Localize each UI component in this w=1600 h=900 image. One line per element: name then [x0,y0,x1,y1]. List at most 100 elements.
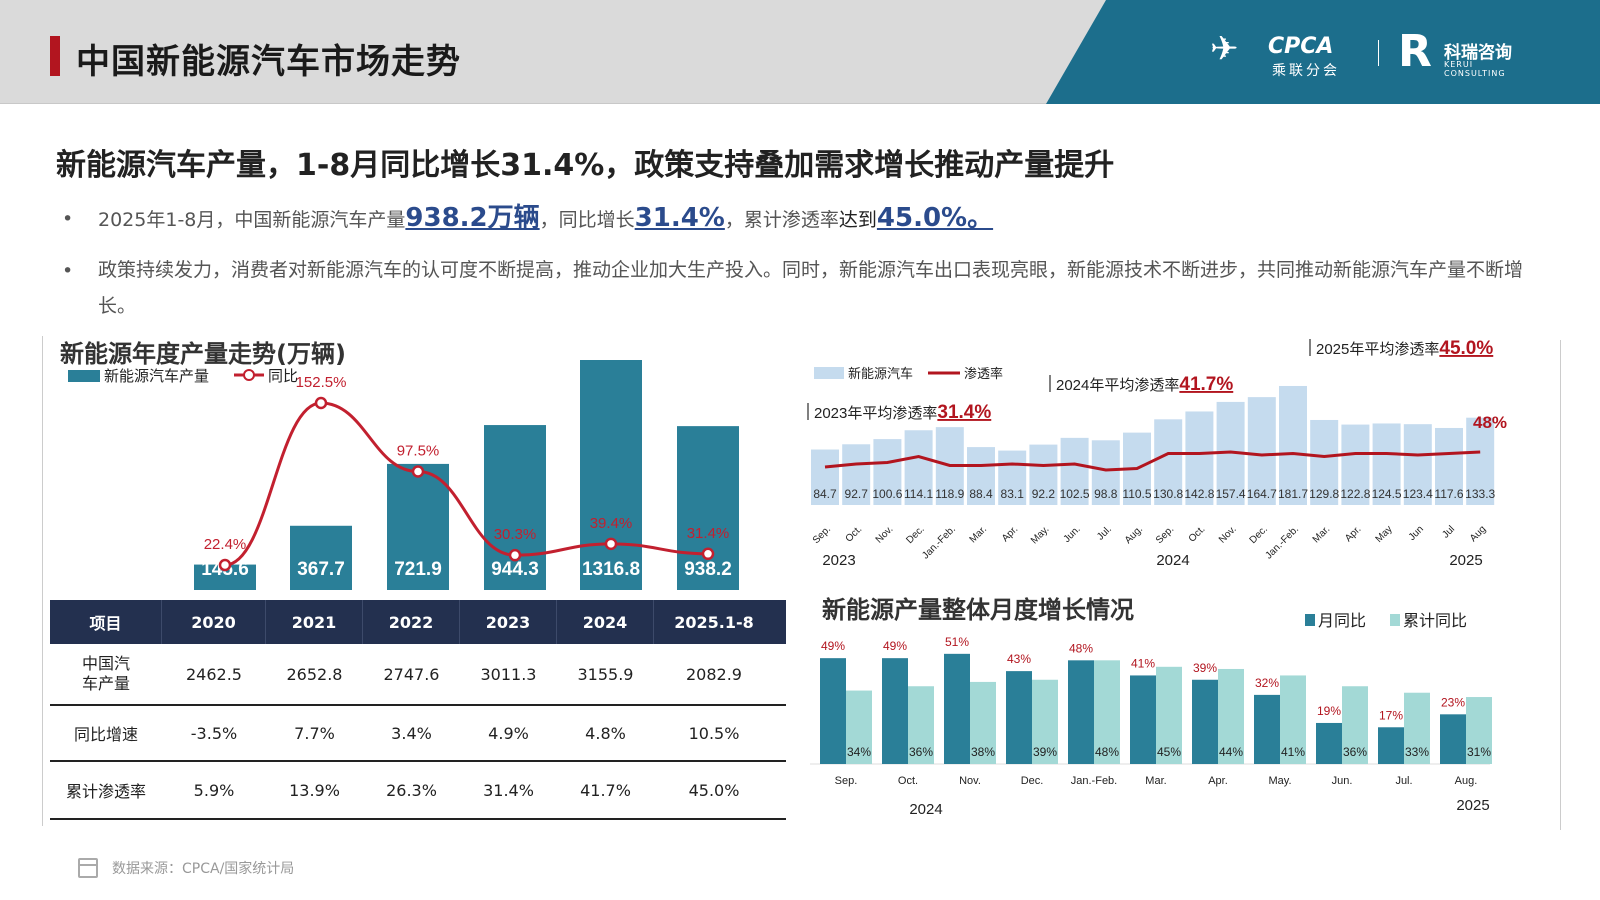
monthly-bar [1341,424,1370,505]
cum-label: 41% [1281,745,1305,759]
growth-month-tick: Jun. [1332,775,1353,787]
table-cell: 4.9% [488,723,529,743]
monthly-bar-label: 157.4 [1216,487,1246,501]
month-tick: Mar. [968,524,990,546]
mom-bar [1316,722,1342,764]
mom-bar [820,658,846,764]
monthly-bar-label: 110.5 [1122,487,1151,501]
monthly-bar [811,449,839,505]
monthly-bar [998,450,1027,505]
monthly-bar [1091,440,1120,505]
table-header-cell: 项目 [50,600,162,644]
month-tick: Apr. [1343,524,1363,544]
monthly-bar-label: 118.9 [935,487,964,501]
mom-label: 19% [1317,704,1341,718]
year-label: 2024 [1156,552,1189,569]
mom-bar [1006,671,1032,764]
mom-label: 49% [883,639,907,653]
cum-label: 39% [1033,745,1057,759]
data-source: 数据来源：CPCA/国家统计局 [112,861,295,877]
annual-bar-label: 721.9 [394,559,442,580]
cum-label: 31% [1467,745,1491,759]
month-tick: Dec. [1248,524,1270,546]
monthly-bar [1029,444,1058,505]
kerui-logo: R 科瑞咨询 KERUI CONSULTING [1398,26,1512,78]
yoy-point [508,548,522,562]
cum-bar [1466,697,1492,764]
cum-label: 45% [1157,745,1181,759]
month-tick: Jun. [1062,524,1083,545]
yoy-point [314,396,328,410]
monthly-bar [1435,427,1463,505]
cum-bar [846,690,872,764]
table-header-cell: 2023 [460,600,557,644]
legend-cum-swatch [1390,614,1400,626]
annual-production-chart: 新能源汽车产量同比145.6367.7721.9944.31316.8938.2… [68,360,739,590]
table-header-cell: 2020 [162,600,266,644]
legend-bar-label: 新能源汽车产量 [104,368,209,385]
month-tick: Jan.-Feb. [920,524,958,562]
monthly-bar-label: 114.1 [904,487,933,501]
annual-bar [387,463,449,590]
growth-month-tick: Jul. [1395,775,1412,787]
right-panel-border [1560,340,1561,830]
annual-bar-label: 944.3 [491,559,539,580]
table-cell: 2652.8 [286,664,343,684]
yoy-label: 31.4% [687,525,730,542]
growth-month-tick: Dec. [1021,775,1044,787]
cum-label: 36% [1343,745,1367,759]
page-title: 中国新能源汽车市场走势 [76,42,461,82]
legend-bar-label: 新能源汽车 [848,366,913,381]
penetration-line [824,450,1481,472]
monthly-bar-label: 84.7 [813,487,837,501]
table-row: 同比增速 -3.5% 7.7% 3.4% 4.9% 4.8% 10.5% [50,706,786,762]
month-tick: Jun [1407,524,1426,543]
month-tick: Jul. [1095,524,1114,543]
annual-bar [677,426,739,590]
table-cell: 中国汽车产量 [81,654,130,693]
cum-bar [1032,679,1058,764]
monthly-bar-label: 83.1 [1001,487,1025,501]
legend-cum-label: 累计同比 [1403,612,1467,630]
table-cell: 2747.6 [383,664,440,684]
avg-penetration-annotation: 2023年平均渗透率31.4% [814,402,991,423]
cum-bar [1094,660,1120,764]
legend-mom-swatch [1305,614,1315,626]
cum-bar [1342,686,1368,764]
mom-label: 23% [1441,695,1465,709]
legend-line-label: 渗透率 [964,366,1003,381]
month-tick: Nov. [1217,524,1239,546]
yoy-label: 97.5% [397,442,440,459]
mom-label: 17% [1379,708,1403,722]
monthly-bar-label: 181.7 [1278,487,1308,501]
cum-label: 44% [1219,745,1243,759]
summary-table: 项目 2020 2021 2022 2023 2024 2025.1-8 中国汽车产量 2462… [50,600,786,820]
table-cell: -3.5% [190,723,238,743]
table-header-cell: 2021 [266,600,363,644]
mom-bar [1440,714,1466,764]
year-label: 2023 [822,552,855,569]
monthly-bar-label: 102.5 [1060,487,1090,501]
header: 中国新能源汽车市场走势 ✈ CPCA 乘联分会 R 科瑞咨询 KERUI CON… [0,0,1600,104]
monthly-bar-label: 92.7 [845,487,869,501]
bullet-dot: • [62,208,74,230]
cum-bar [908,686,934,764]
mom-label: 39% [1193,661,1217,675]
yoy-point [411,465,425,478]
table-cell: 同比增速 [73,725,138,744]
calendar-icon [78,856,98,878]
cum-bar [1218,668,1244,764]
table-row: 累计渗透率 5.9% 13.9% 26.3% 31.4% 41.7% 45.0% [50,762,786,820]
monthly-bar-label: 117.6 [1434,487,1463,501]
mom-label: 32% [1255,676,1279,690]
cum-bar [970,681,996,764]
month-tick: Jan.-Feb. [1263,524,1301,562]
annual-bar [484,425,546,590]
legend-bar-swatch [814,367,844,379]
table-cell: 3155.9 [577,664,634,684]
monthly-bar [1060,437,1089,505]
monthly-bar [1403,424,1432,505]
bullet-2: 政策持续发力，消费者对新能源汽车的认可度不断提高，推动企业加大生产投入。同时，新… [98,259,1524,317]
cum-label: 48% [1095,745,1119,759]
mom-bar [944,653,970,764]
